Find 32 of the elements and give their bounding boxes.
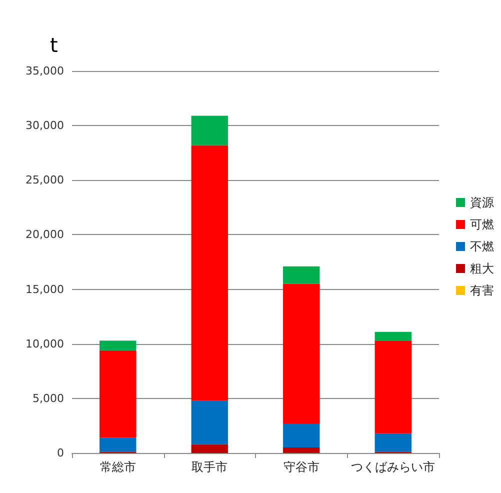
legend-label: 粗大	[470, 262, 494, 276]
x-tick-label: 守谷市	[283, 460, 320, 474]
y-tick-label: 30,000	[26, 119, 64, 132]
y-tick-label: 10,000	[26, 337, 64, 350]
y-tick-label: 35,000	[26, 64, 64, 78]
bar	[283, 448, 320, 453]
bar	[374, 332, 412, 341]
bar	[191, 444, 228, 453]
x-tick-label: 常総市	[100, 460, 136, 474]
bar	[283, 424, 320, 448]
x-tick-label: 取手市	[192, 460, 228, 474]
bar	[191, 116, 228, 146]
bar	[374, 340, 412, 434]
bar	[283, 266, 320, 284]
y-axis-title: t	[50, 33, 58, 57]
bar	[100, 340, 136, 350]
legend-label: 不燃	[470, 240, 494, 254]
bar	[191, 400, 228, 444]
bar	[191, 145, 228, 401]
y-tick-label: 15,000	[26, 282, 64, 296]
bar	[100, 350, 136, 438]
y-tick-label: 5,000	[32, 392, 64, 405]
y-tick-label: 25,000	[26, 174, 64, 187]
legend-label: 有害	[470, 284, 494, 298]
bar	[374, 433, 412, 452]
y-tick-label: 20,000	[26, 228, 64, 242]
bar	[100, 438, 136, 452]
legend-label: 可燃	[470, 218, 494, 232]
y-tick-label: 0	[57, 446, 64, 460]
legend-label: 資源	[470, 196, 494, 210]
x-tick-label: つくばみらい市	[351, 460, 436, 474]
bar	[283, 284, 320, 424]
